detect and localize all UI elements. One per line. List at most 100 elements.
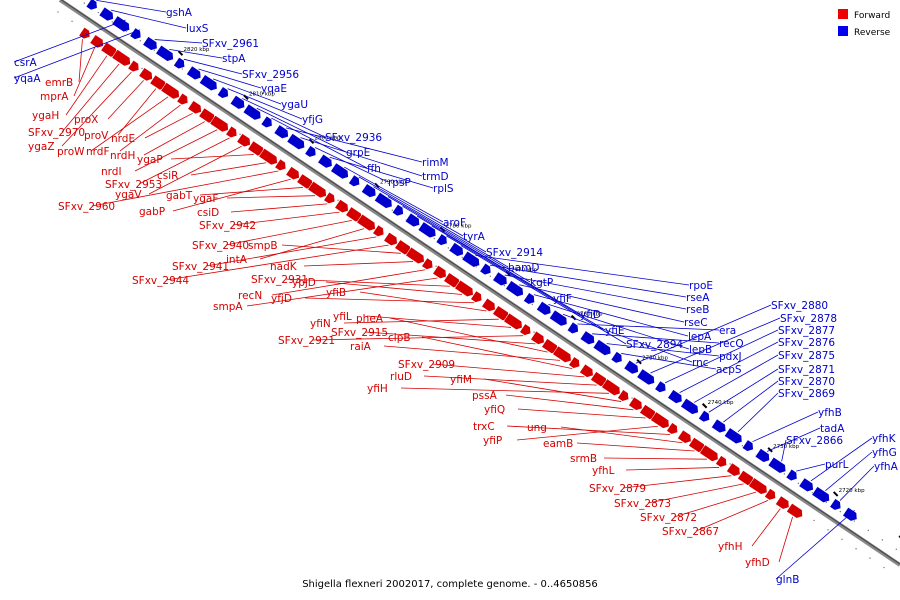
forward-gene-block-55 xyxy=(748,477,768,495)
forward-leader-line xyxy=(78,39,83,83)
reverse-leader-line xyxy=(664,329,779,384)
forward-leader-line xyxy=(91,170,279,207)
reverse-gene-label-yfjG: yfjG xyxy=(302,114,323,126)
backbone-dot xyxy=(895,548,898,550)
forward-gene-block-43 xyxy=(601,378,621,396)
reverse-leader-line xyxy=(271,117,368,169)
backbone-dot xyxy=(461,256,464,259)
reverse-gene-block-32 xyxy=(549,309,568,327)
reverse-leader-line xyxy=(679,341,779,394)
reverse-leader-line xyxy=(635,304,772,364)
forward-leader-line xyxy=(359,291,487,312)
forward-leader-line xyxy=(134,129,218,172)
reverse-leader-line xyxy=(169,48,223,59)
reverse-gene-block-18 xyxy=(348,174,360,187)
forward-gene-label-ypjD: ypjD xyxy=(292,277,316,289)
forward-gene-block-53 xyxy=(726,462,741,477)
forward-gene-block-17 xyxy=(285,166,300,181)
backbone-edge xyxy=(60,0,900,565)
forward-gene-label-proW: proW xyxy=(57,146,85,158)
backbone-dot xyxy=(867,529,870,532)
forward-gene-label-yfiM: yfiM xyxy=(450,374,472,386)
forward-gene-block-58 xyxy=(786,502,803,519)
reverse-gene-label-ygaU: ygaU xyxy=(281,99,308,111)
forward-gene-block-47 xyxy=(650,411,670,429)
reverse-leader-line xyxy=(796,463,826,472)
forward-gene-label-csiD: csiD xyxy=(197,207,219,219)
forward-gene-label-ygaH: ygaH xyxy=(32,110,59,122)
forward-gene-label-ygaZ: ygaZ xyxy=(28,141,55,153)
reverse-gene-label-purL: purL xyxy=(825,459,849,471)
reverse-gene-block-45 xyxy=(741,439,754,452)
forward-gene-block-37 xyxy=(530,330,545,345)
reverse-leader-line xyxy=(533,294,689,337)
forward-gene-block-9 xyxy=(187,100,202,115)
forward-leader-line xyxy=(107,80,144,120)
reverse-leader-line xyxy=(329,156,434,189)
reverse-leader-line xyxy=(344,166,444,223)
reverse-gene-block-25 xyxy=(448,242,464,257)
reverse-gene-label-yqaE: yqaE xyxy=(261,83,287,95)
backbone-dot xyxy=(855,548,857,550)
reverse-gene-block-11 xyxy=(242,103,262,121)
forward-gene-block-27 xyxy=(405,246,425,265)
forward-gene-label-rluD: rluD xyxy=(390,371,412,383)
forward-gene-label-yfiQ: yfiQ xyxy=(484,404,505,416)
backbone-dot xyxy=(139,40,142,42)
reverse-gene-label-yfhB: yfhB xyxy=(818,407,842,419)
forward-gene-block-45 xyxy=(628,396,643,411)
forward-leader-line xyxy=(311,335,524,341)
reverse-gene-block-20 xyxy=(374,191,393,209)
forward-gene-label-SFxv_2873: SFxv_2873 xyxy=(614,498,671,510)
forward-gene-block-20 xyxy=(323,191,336,204)
reverse-gene-label-SFxv_2876: SFxv_2876 xyxy=(778,337,835,349)
forward-gene-block-52 xyxy=(715,455,727,468)
forward-gene-label-proX: proX xyxy=(74,114,98,126)
forward-leader-line xyxy=(199,187,303,196)
forward-leader-line xyxy=(603,457,707,460)
backbone-dot xyxy=(153,49,156,51)
reverse-leader-line xyxy=(650,317,781,374)
forward-gene-block-15 xyxy=(258,147,278,166)
forward-leader-line xyxy=(281,244,401,254)
reverse-gene-label-recO: recO xyxy=(719,338,744,350)
forward-leader-line xyxy=(389,317,548,353)
reverse-gene-block-39 xyxy=(654,380,667,393)
forward-leader-line xyxy=(421,336,573,370)
reverse-leader-line xyxy=(358,176,464,237)
reverse-leader-line xyxy=(752,411,819,443)
forward-gene-label-raiA: raiA xyxy=(350,341,372,353)
forward-gene-block-21 xyxy=(334,199,349,213)
reverse-leader-line xyxy=(227,88,303,120)
forward-gene-block-56 xyxy=(764,488,776,501)
backbone-dot xyxy=(813,519,815,522)
forward-leader-line xyxy=(343,318,499,324)
genome-caption: Shigella flexneri 2002017, complete geno… xyxy=(302,579,598,590)
tick-label: 2730 kbp xyxy=(773,444,799,450)
reverse-gene-block-42 xyxy=(698,409,710,423)
reverse-gene-block-23 xyxy=(417,221,437,239)
forward-gene-block-23 xyxy=(356,213,376,232)
forward-gene-label-SFxv_2872: SFxv_2872 xyxy=(640,512,697,524)
forward-gene-block-29 xyxy=(432,264,447,279)
reverse-gene-block-33 xyxy=(566,321,579,334)
reverse-gene-block-3 xyxy=(129,27,142,40)
forward-leader-line xyxy=(622,475,732,489)
reverse-gene-block-27 xyxy=(479,262,492,276)
reverse-gene-label-rplS: rplS xyxy=(433,183,454,195)
forward-gene-block-41 xyxy=(579,363,594,378)
forward-gene-label-nrdH: nrdH xyxy=(110,150,135,162)
tick-label: 2760 kbp xyxy=(577,312,603,318)
reverse-gene-label-SFxv_2869: SFxv_2869 xyxy=(778,388,835,400)
reverse-gene-block-37 xyxy=(623,359,639,375)
forward-leader-line xyxy=(165,244,389,281)
reverse-gene-label-SFxv_2894: SFxv_2894 xyxy=(626,339,683,351)
forward-leader-line xyxy=(172,178,291,212)
reverse-leader-line xyxy=(13,29,141,79)
forward-leader-line xyxy=(90,96,169,152)
reverse-gene-block-10 xyxy=(229,95,245,110)
forward-leader-line xyxy=(73,47,96,97)
reverse-gene-label-rimM: rimM xyxy=(422,157,449,169)
forward-gene-block-25 xyxy=(383,231,398,246)
